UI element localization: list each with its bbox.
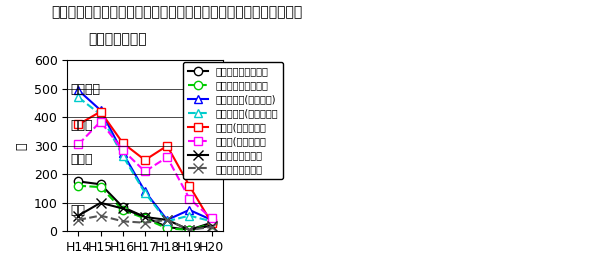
喫煙（指導終了） <box>119 220 126 223</box>
喫煙（指導開始） <box>142 215 149 219</box>
糖尿病(指導終了） <box>208 217 215 220</box>
高血圧（指導終了） <box>119 208 126 211</box>
Line: 喫煙（指導開始）: 喫煙（指導開始） <box>74 198 217 235</box>
高血圧（指導終了） <box>75 184 82 187</box>
脂質異常症(指導開始) <box>75 89 82 92</box>
糖尿病(指導終了） <box>186 197 193 200</box>
脂質異常症(指導開始) <box>119 151 126 155</box>
喫煙（指導終了） <box>163 218 171 221</box>
Text: 糖尿病: 糖尿病 <box>70 153 93 166</box>
糖尿病(指導終了） <box>75 143 82 146</box>
Text: 高血圧: 高血圧 <box>70 119 93 132</box>
脂質異常症(指導終了） <box>186 214 193 217</box>
Text: 高脂血症: 高脂血症 <box>70 83 100 96</box>
Line: 糖尿病(指導終了）: 糖尿病(指導終了） <box>74 118 216 223</box>
高血圧（指導開始） <box>186 228 193 231</box>
脂質異常症(指導終了） <box>142 191 149 194</box>
高血圧（指導開始） <box>163 225 171 229</box>
糖尿病(指導終了） <box>119 148 126 152</box>
脂質異常症(指導終了） <box>163 220 171 223</box>
喫煙（指導開始） <box>186 228 193 231</box>
Text: 喫煙: 喫煙 <box>70 204 86 217</box>
喫煙（指導終了） <box>75 218 82 221</box>
高血圧（指導開始） <box>142 215 149 219</box>
Line: 糖尿病(指導開始）: 糖尿病(指導開始） <box>74 107 216 227</box>
喫煙（指導開始） <box>75 214 82 217</box>
糖尿病(指導終了） <box>97 120 104 123</box>
喫煙（指導開始） <box>119 207 126 210</box>
Text: 者）（熊本県）: 者）（熊本県） <box>88 32 148 46</box>
脂質異常症(指導終了） <box>97 113 104 116</box>
高血圧（指導開始） <box>97 183 104 186</box>
高血圧（指導開始） <box>75 180 82 183</box>
高血圧（指導開始） <box>208 221 215 224</box>
高血圧（指導終了） <box>163 227 171 230</box>
脂質異常症(指導開始) <box>97 109 104 112</box>
糖尿病(指導終了） <box>142 170 149 173</box>
脂質異常症(指導終了） <box>208 220 215 223</box>
糖尿病(指導開始） <box>75 123 82 126</box>
Line: 高血圧（指導終了）: 高血圧（指導終了） <box>74 182 216 234</box>
脂質異常症(指導開始) <box>208 218 215 221</box>
Text: 個別健康教育（健康診査要指導者及び要医療で医者が必要と認めた: 個別健康教育（健康診査要指導者及び要医療で医者が必要と認めた <box>51 5 303 19</box>
喫煙（指導開始） <box>163 218 171 221</box>
糖尿病(指導終了） <box>163 155 171 159</box>
喫煙（指導終了） <box>97 214 104 217</box>
高血圧（指導終了） <box>142 217 149 220</box>
糖尿病(指導開始） <box>163 144 171 147</box>
脂質異常症(指導開始) <box>142 190 149 193</box>
高血圧（指導開始） <box>119 206 126 209</box>
高血圧（指導終了） <box>186 228 193 231</box>
Line: 喫煙（指導終了）: 喫煙（指導終了） <box>74 211 217 235</box>
高血圧（指導終了） <box>208 222 215 226</box>
糖尿病(指導開始） <box>119 141 126 144</box>
喫煙（指導終了） <box>186 228 193 231</box>
糖尿病(指導開始） <box>97 110 104 113</box>
脂質異常症(指導終了） <box>119 154 126 157</box>
脂質異常症(指導開始) <box>163 218 171 221</box>
糖尿病(指導開始） <box>208 221 215 224</box>
Line: 脂質異常症(指導終了）: 脂質異常症(指導終了） <box>74 93 216 225</box>
Y-axis label: 人: 人 <box>15 142 28 150</box>
高血圧（指導終了） <box>97 186 104 189</box>
Line: 高血圧（指導開始）: 高血圧（指導開始） <box>74 177 216 234</box>
喫煙（指導終了） <box>208 225 215 229</box>
喫煙（指導開始） <box>208 224 215 227</box>
Line: 脂質異常症(指導開始): 脂質異常症(指導開始) <box>74 86 216 224</box>
喫煙（指導開始） <box>97 201 104 204</box>
脂質異常症(指導開始) <box>186 208 193 211</box>
脂質異常症(指導終了） <box>75 96 82 99</box>
Legend: 高血圧（指導開始）, 高血圧（指導終了）, 脂質異常症(指導開始), 脂質異常症(指導終了）, 糖尿病(指導開始）, 糖尿病(指導終了）, 喫煙（指導開始）, : 高血圧（指導開始）, 高血圧（指導終了）, 脂質異常症(指導開始), 脂質異常症… <box>183 62 283 179</box>
糖尿病(指導開始） <box>142 158 149 162</box>
喫煙（指導終了） <box>142 221 149 224</box>
糖尿病(指導開始） <box>186 184 193 187</box>
